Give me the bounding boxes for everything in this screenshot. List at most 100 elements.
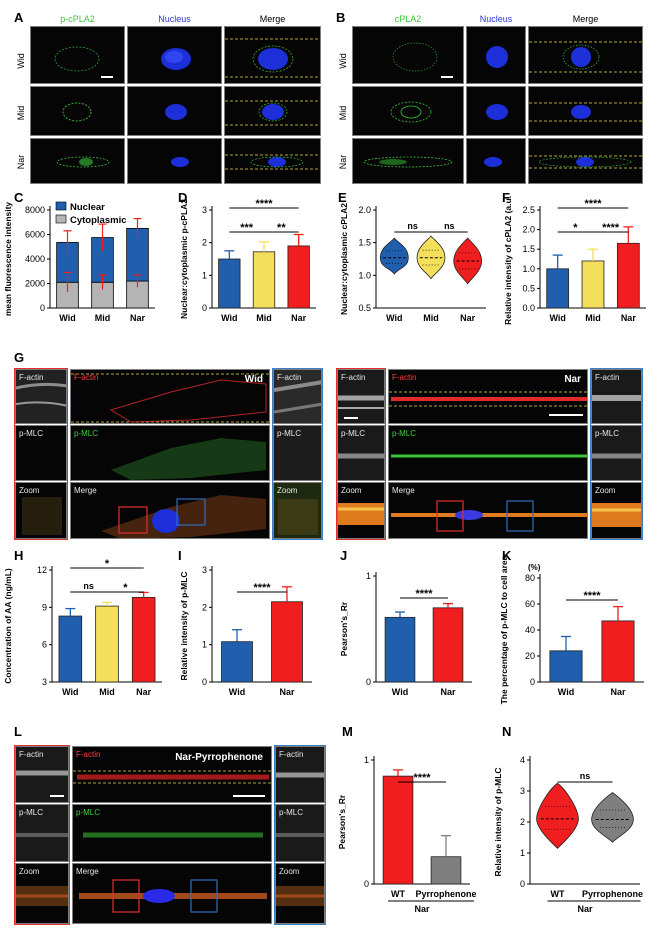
g-nar-side-factin-label: F-actin [341,373,366,382]
chart-n-ytick-label: 0 [520,879,525,889]
chart-k-ytick-label: 40 [525,625,535,635]
chart-f-ylabel: Relative intensity of cPLA2 (a.u.) [503,196,513,325]
g-wid-title: Wid [244,374,263,385]
l-center-pmlc-label: p-MLC [76,808,101,817]
chart-k-ytick-label: 20 [525,651,535,661]
g-nar-center-factin: F-actin Nar [388,369,588,424]
g-wid-center-merge: Merge [70,482,270,539]
chart-h-ytick-label: 12 [37,565,47,575]
g-wid-side-zoom: Zoom [15,482,67,539]
chart-i-sig-label: **** [253,582,271,594]
l-zoom-factin: F-actin [275,746,325,803]
l-side-column [14,745,70,925]
chart-d-sig-label: ** [277,222,286,234]
chart-h-ytick-label: 3 [42,677,47,687]
chart-n-ytick-label: 2 [520,817,525,827]
chart-m-ylabel: Pearson's_Rr [337,794,347,849]
chart-e-ytick-label: 0.5 [358,303,371,313]
g-nar-center-factin-label: F-actin [392,373,417,382]
micrograph-a-mid-merge [224,86,321,136]
g-nar-side-pmlc-label: p-MLC [341,429,366,438]
header-a-nucleus: Nucleus [158,14,191,24]
g-nar-side-factin: F-actin [337,369,385,424]
chart-e-xtick-label: Nar [460,313,476,323]
g-nar-zoom-column [590,368,643,540]
chart-c-ytick-label: 2000 [25,279,45,289]
g-wid-zoom-merge: Zoom [273,482,322,539]
micrograph-b-mid-merge [528,86,643,136]
l-center-pmlc: p-MLC [72,804,272,862]
chart-j-ytick-label: 1 [366,571,371,581]
l-center-factin-label: F-actin [76,750,101,759]
chart-e-sig-label: ns [444,221,455,231]
row-label-b-nar: Nar [338,154,348,170]
header-a-merge: Merge [259,14,286,24]
l-side-zoom: Zoom [15,863,69,924]
panel-label-e: E [338,190,347,205]
l-side-pmlc-label: p-MLC [19,808,44,817]
chart-f-ytick-label: 1.0 [522,264,535,274]
chart-m-xtick-label: WT [391,889,405,899]
chart-c-xtick-label: Mid [95,313,111,323]
chart-f-xtick-label: Mid [585,313,601,323]
chart-m-bar-pyrrophenone [430,856,462,885]
chart-i-ytick-label: 3 [202,565,207,575]
g-wid-center-factin-label: F-actin [74,373,99,382]
chart-e-sig-label: ns [407,221,418,231]
chart-f-ytick-label: 0.0 [522,303,535,313]
micrograph-b-nar-nucleus [466,138,526,184]
chart-h-bar-mid [95,605,119,683]
chart-n-ytick-label: 1 [520,848,525,858]
chart-d-xtick-label: Mid [256,313,272,323]
l-zoom-merge: Zoom [275,863,325,924]
chart-d-xtick-label: Nar [291,313,307,323]
chart-h-sig-label: * [123,582,128,594]
panel-label-h: H [14,548,24,563]
chart-j-sig-label: **** [415,588,433,600]
chart-f: 0.0 0.5 1.0 1.5 2.0 2.5 Relative intensity of … [503,196,646,325]
g-nar-zoom-factin: F-actin [591,369,642,424]
g-wid-side-zoom-label: Zoom [19,486,40,495]
chart-h-xtick-label: Wid [62,687,78,697]
chart-d-ytick-label: 3 [202,205,207,215]
l-center-merge-label: Merge [76,867,99,876]
micrograph-b-wid-cpla2 [352,26,464,84]
l-side-pmlc: p-MLC [15,804,69,862]
chart-c-ytick-label: 8000 [25,205,45,215]
chart-i-xtick-label: Nar [279,687,295,697]
micrograph-a-nar-pcpla2 [30,138,125,184]
g-wid-zoom-factin-label: F-actin [277,373,302,382]
chart-m: 0 1 Pearson's_Rr WT Pyrrophenone Nar **** [337,755,477,914]
chart-d-ytick-label: 2 [202,238,207,248]
g-wid-center-pmlc-label: p-MLC [74,429,99,438]
chart-j-bar-nar [432,607,464,683]
g-wid-side-factin-label: F-actin [19,373,44,382]
panel-label-m: M [342,724,353,739]
g-nar-side-zoom: Zoom [337,482,385,539]
chart-n-ytick-label: 4 [520,755,525,765]
chart-k-ytick-label: 60 [525,599,535,609]
chart-j-xtick-label: Wid [392,687,408,697]
micrograph-a-wid-pcpla2 [30,26,125,84]
panel-label-d: D [178,190,188,205]
chart-e: 0.5 1.0 1.5 2.0 Nuclear:cytoplasmic cPLA2 Wid… [339,203,486,323]
l-zoom-pmlc: p-MLC [275,804,325,862]
panel-label-i: I [178,548,182,563]
row-label-a-wid: Wid [16,53,26,69]
g-nar-center-pmlc: p-MLC [388,425,588,481]
chart-n-sig-label: ns [580,771,591,781]
chart-c-xtick-label: Wid [59,313,75,323]
micrograph-a-wid-nucleus [127,26,222,84]
chart-n-xtick-label: WT [551,889,565,899]
g-nar-zoom-merge: Zoom [591,482,642,539]
g-nar-zoom-factin-label: F-actin [595,373,620,382]
chart-k-ytick-label: 0 [530,677,535,687]
chart-d-sig-label: **** [255,198,273,210]
chart-i-ytick-label: 1 [202,640,207,650]
g-nar-side-pmlc: p-MLC [337,425,385,481]
panel-label-k: K [502,548,512,563]
chart-e-ytick-label: 1.0 [358,270,371,280]
chart-n-ytick-label: 3 [520,786,525,796]
chart-n-ylabel: Relative intensity of p-MLC [493,767,503,876]
chart-c-legend-nuclear: Nuclear [70,202,105,213]
